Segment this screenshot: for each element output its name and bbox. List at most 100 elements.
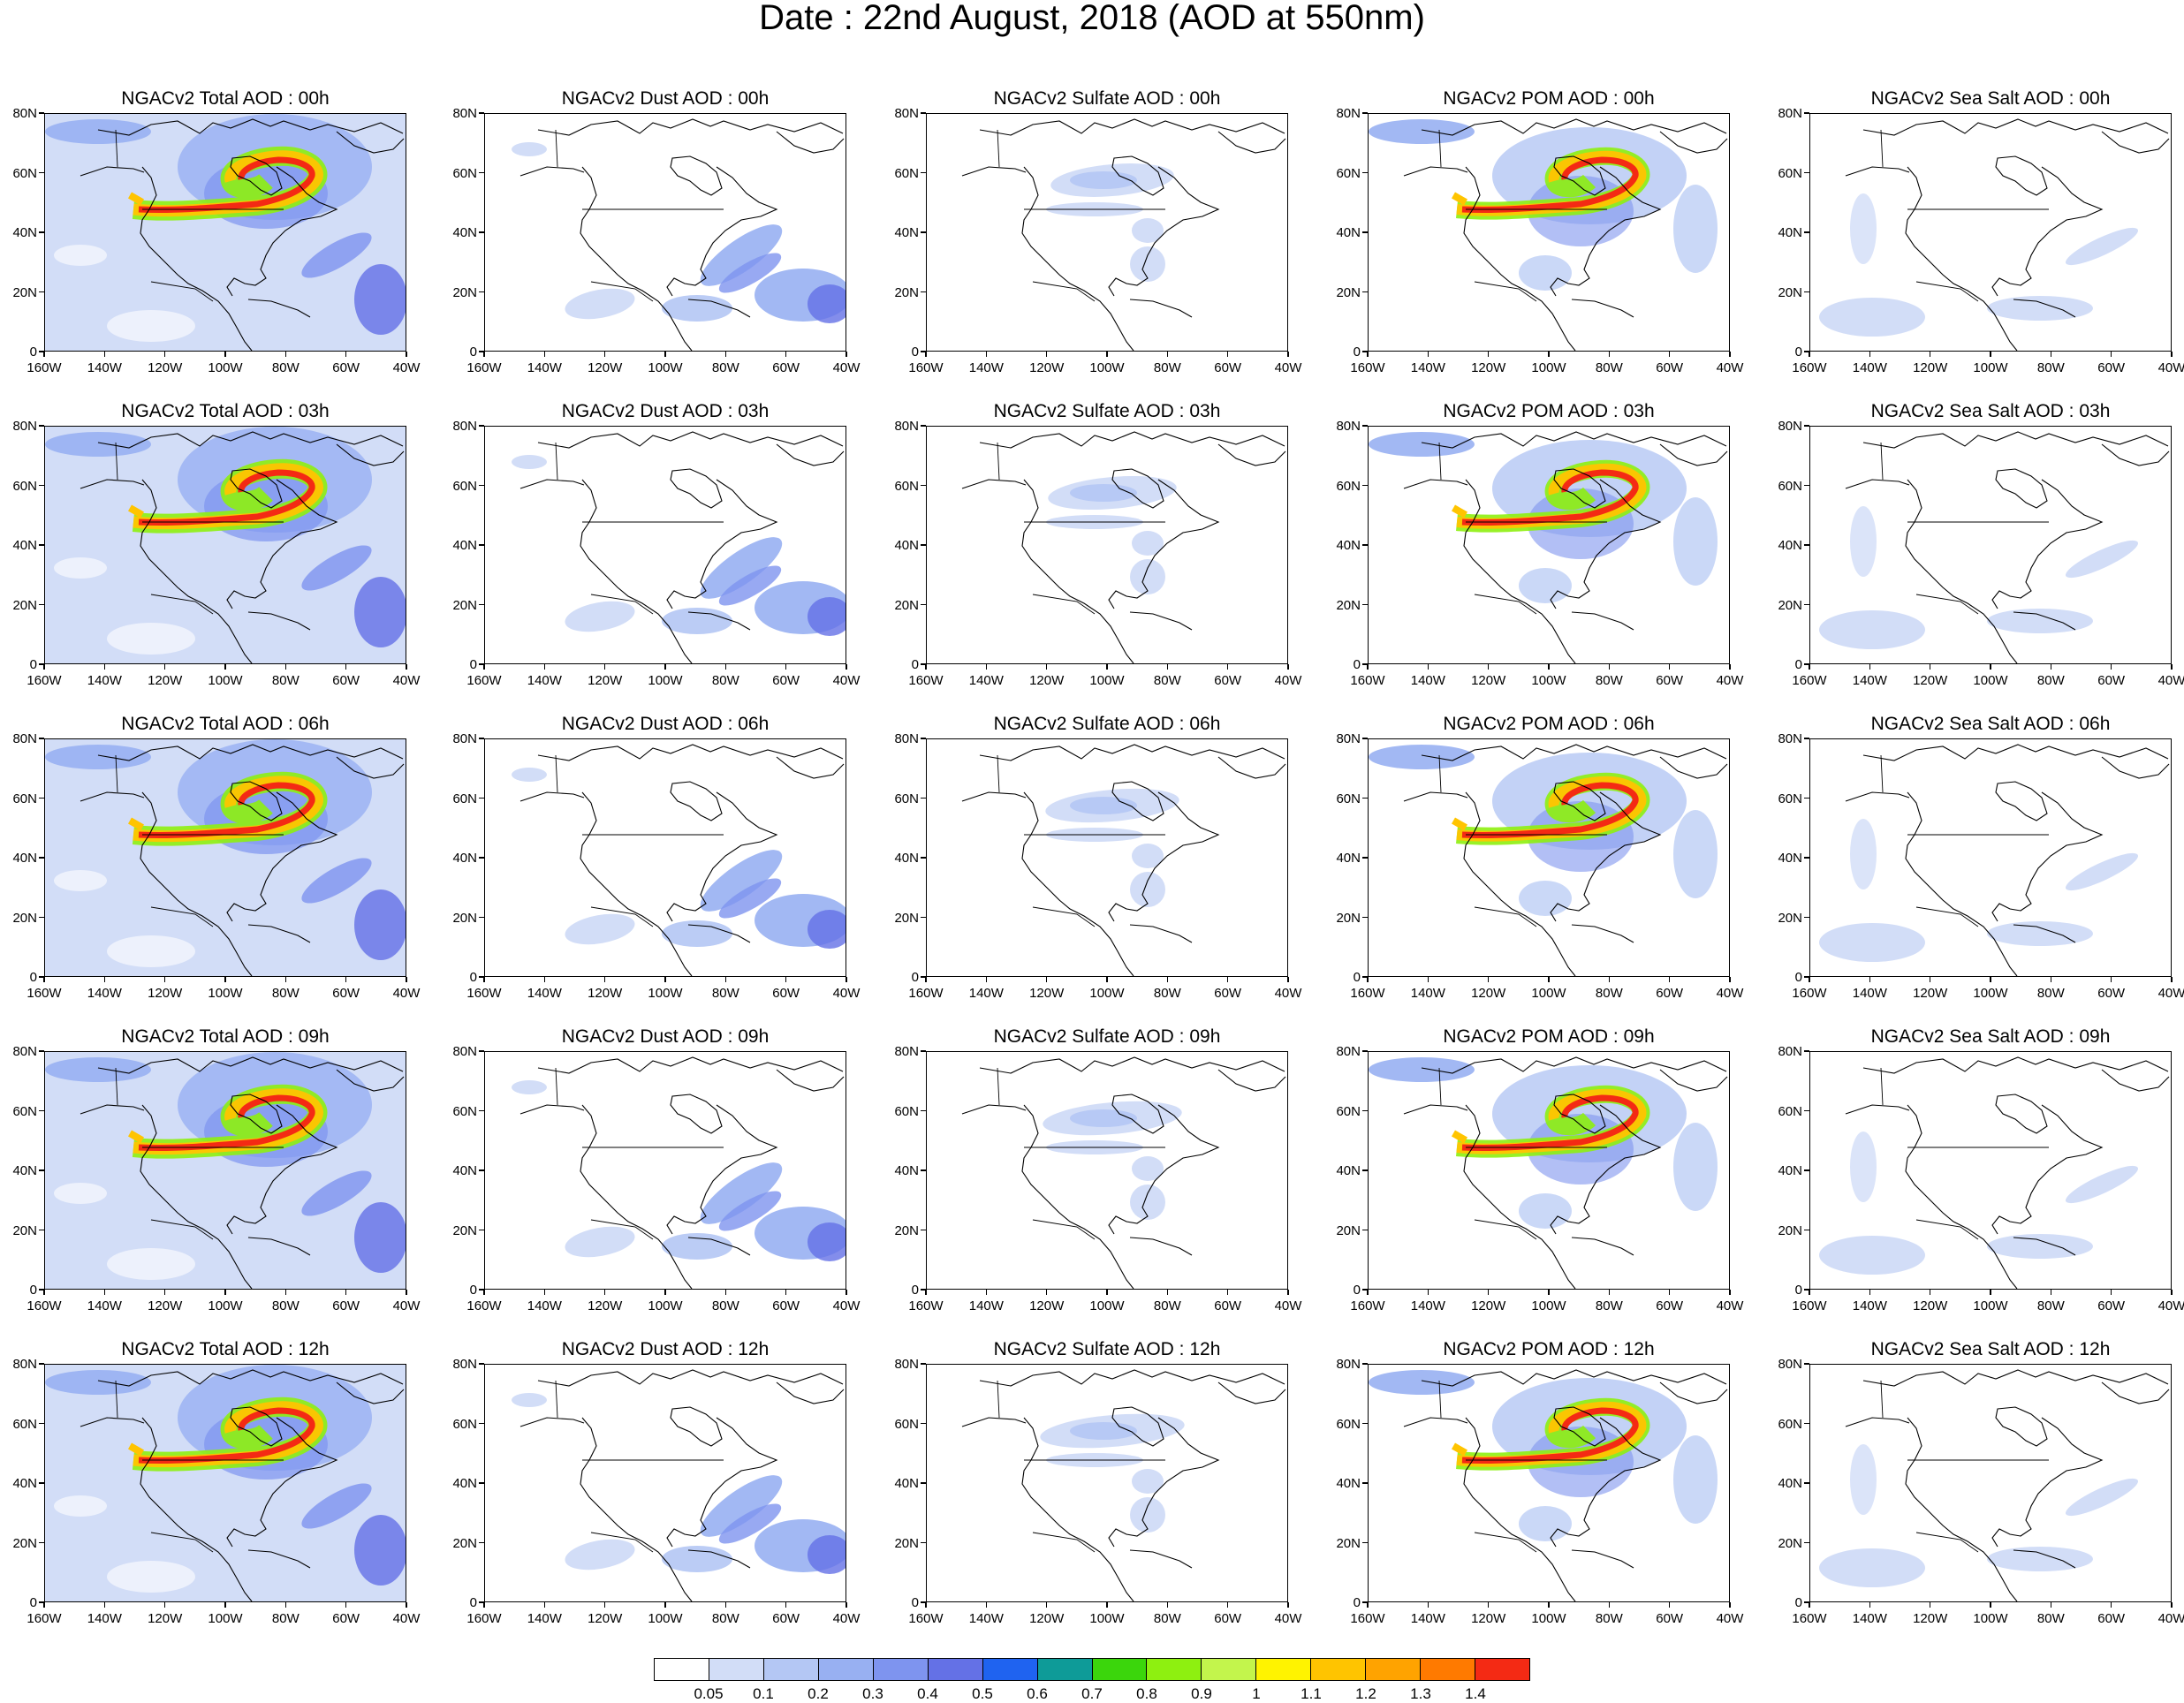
y-tick-label: 80N (894, 1044, 919, 1059)
x-tick-mark (1869, 1602, 1871, 1608)
x-tick-mark (1367, 352, 1369, 357)
x-tick-mark (163, 352, 166, 357)
y-tick-mark (921, 916, 926, 919)
y-tick-mark (39, 1482, 44, 1484)
x-tick-label: 40W (1274, 986, 1302, 1001)
y-tick-label: 80N (452, 106, 477, 121)
x-tick-label: 120W (148, 986, 183, 1001)
y-tick-label: 20N (12, 1222, 37, 1238)
panel-title: NGACv2 Sea Salt AOD : 12h (1870, 1339, 2111, 1359)
x-tick-label: 140W (1852, 1298, 1887, 1313)
x-tick-mark (1869, 664, 1871, 670)
x-tick-label: 100W (1531, 360, 1566, 375)
map-panel: NGACv2 Total AOD : 03h 80N 60N 40N 20N 0 160W 1… (12, 401, 420, 688)
x-tick-mark (1367, 1290, 1369, 1295)
x-tick-mark (483, 664, 485, 670)
y-tick-mark (479, 1422, 484, 1425)
x-tick-label: 160W (1792, 986, 1827, 1001)
x-tick-mark (483, 352, 485, 357)
x-tick-label: 140W (527, 986, 562, 1001)
y-tick-mark (1804, 1482, 1809, 1484)
x-tick-mark (224, 977, 226, 982)
x-tick-mark (1608, 1290, 1611, 1295)
x-tick-label: 140W (1852, 360, 1887, 375)
x-tick-label: 140W (527, 673, 562, 688)
x-tick-mark (785, 1290, 787, 1295)
x-tick-mark (1226, 352, 1229, 357)
panel-title: NGACv2 Total AOD : 03h (121, 401, 330, 421)
y-tick-label: 20N (1336, 910, 1361, 926)
x-tick-mark (724, 1290, 727, 1295)
y-tick-label: 80N (1778, 731, 1802, 746)
y-tick-mark (39, 231, 44, 233)
map-plot-area (1368, 1364, 1730, 1602)
y-tick-mark (1362, 171, 1368, 174)
y-tick-mark (39, 544, 44, 546)
x-tick-mark (1106, 1602, 1108, 1608)
x-tick-label: 60W (772, 360, 800, 375)
x-tick-label: 60W (1214, 360, 1242, 375)
y-tick-label: 60N (452, 791, 477, 806)
colorbar-label: 1 (1252, 1685, 1261, 1702)
y-tick-label: 80N (12, 419, 37, 434)
y-tick-label: 0 (469, 970, 477, 985)
x-tick-mark (1045, 977, 1048, 982)
y-tick-mark (39, 1109, 44, 1112)
y-tick-label: 20N (12, 284, 37, 300)
y-tick-mark (39, 797, 44, 799)
y-tick-mark (39, 171, 44, 174)
x-tick-label: 80W (271, 673, 300, 688)
x-tick-mark (284, 664, 287, 670)
y-tick-mark (1362, 797, 1368, 799)
x-tick-label: 140W (968, 1298, 1004, 1313)
x-tick-label: 60W (1656, 986, 1684, 1001)
y-tick-label: 0 (29, 344, 37, 360)
y-tick-mark (1804, 112, 1809, 114)
x-tick-mark (543, 1290, 546, 1295)
x-tick-label: 60W (332, 1611, 360, 1626)
colorbar-label: 0.6 (1027, 1685, 1048, 1702)
x-tick-label: 80W (271, 360, 300, 375)
x-tick-mark (103, 352, 106, 357)
y-tick-mark (1362, 976, 1368, 978)
map-panel: NGACv2 Sea Salt AOD : 00h 80N 60N 40N 20N 0 16… (1778, 88, 2184, 375)
y-tick-mark (39, 1363, 44, 1365)
y-tick-label: 0 (1353, 1595, 1361, 1610)
colorbar-swatch (928, 1659, 983, 1680)
x-tick-label: 140W (968, 1611, 1004, 1626)
x-tick-mark (1548, 1602, 1550, 1608)
y-tick-mark (1362, 1541, 1368, 1544)
x-tick-label: 100W (208, 673, 243, 688)
y-tick-mark (921, 291, 926, 293)
x-tick-mark (1287, 977, 1289, 982)
x-tick-mark (1045, 664, 1048, 670)
x-tick-label: 100W (208, 360, 243, 375)
y-tick-label: 80N (894, 419, 919, 434)
panel-title: NGACv2 POM AOD : 09h (1443, 1026, 1655, 1047)
x-tick-label: 140W (968, 673, 1004, 688)
x-tick-mark (785, 1602, 787, 1608)
map-plot-area (926, 1364, 1288, 1602)
y-tick-label: 40N (1336, 538, 1361, 553)
y-tick-mark (479, 171, 484, 174)
map-plot-area (484, 738, 846, 977)
map-plot-area (1809, 113, 2172, 352)
x-tick-label: 60W (1214, 1298, 1242, 1313)
x-tick-label: 40W (832, 986, 861, 1001)
x-tick-label: 120W (1471, 986, 1506, 1001)
colorbar-swatch (1475, 1659, 1529, 1680)
y-tick-mark (39, 1289, 44, 1290)
x-tick-mark (284, 977, 287, 982)
colorbar-label: 0.1 (753, 1685, 774, 1702)
aod-field-map (1369, 118, 1728, 351)
y-tick-mark (1362, 1422, 1368, 1425)
y-tick-mark (479, 1363, 484, 1365)
x-tick-label: 100W (648, 673, 683, 688)
y-tick-label: 40N (894, 538, 919, 553)
map-plot-area (484, 113, 846, 352)
y-tick-label: 20N (1336, 597, 1361, 613)
y-tick-label: 60N (1778, 791, 1802, 806)
aod-field-map (512, 744, 846, 976)
x-tick-label: 40W (832, 360, 861, 375)
x-tick-label: 160W (1792, 1298, 1827, 1313)
